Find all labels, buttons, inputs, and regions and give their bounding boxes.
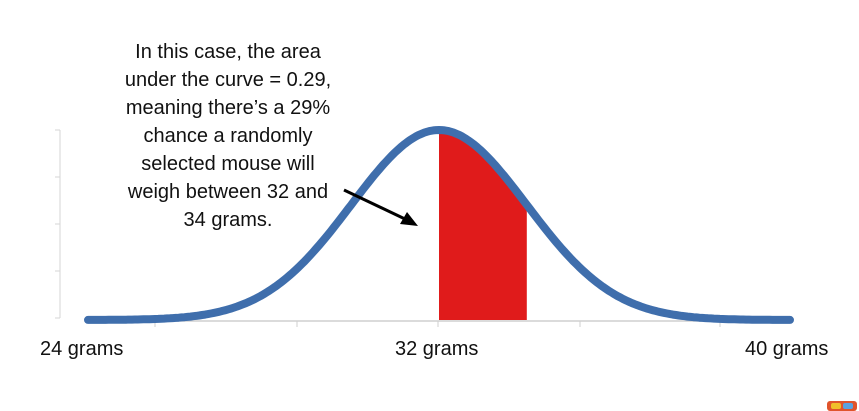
statquest-logo-icon xyxy=(827,401,857,411)
annotation-line: chance a randomly xyxy=(143,125,313,147)
annotation-line: selected mouse will xyxy=(141,153,315,175)
y-axis-ticks xyxy=(55,129,60,319)
annotation-line: meaning there’s a 29% xyxy=(125,97,331,119)
annotation-line: under the curve = 0.29, xyxy=(124,69,332,91)
annotation-line: 34 grams. xyxy=(183,209,273,231)
normal-curve-line xyxy=(84,126,794,324)
annotation-text: In this case, the area under the curve =… xyxy=(92,38,364,234)
annotation-arrow-head xyxy=(400,212,418,226)
annotation-line: In this case, the area xyxy=(135,41,321,63)
x-tick-label-32: 32 grams xyxy=(395,338,479,360)
shaded-probability-region xyxy=(439,130,527,320)
x-tick-label-24: 24 grams xyxy=(40,338,124,360)
annotation-line: weigh between 32 and xyxy=(127,181,329,203)
x-tick-label-40: 40 grams xyxy=(745,338,829,360)
annotation-arrow xyxy=(343,188,418,226)
x-axis-ticks xyxy=(154,321,721,327)
annotation-arrow-shaft xyxy=(343,188,406,221)
